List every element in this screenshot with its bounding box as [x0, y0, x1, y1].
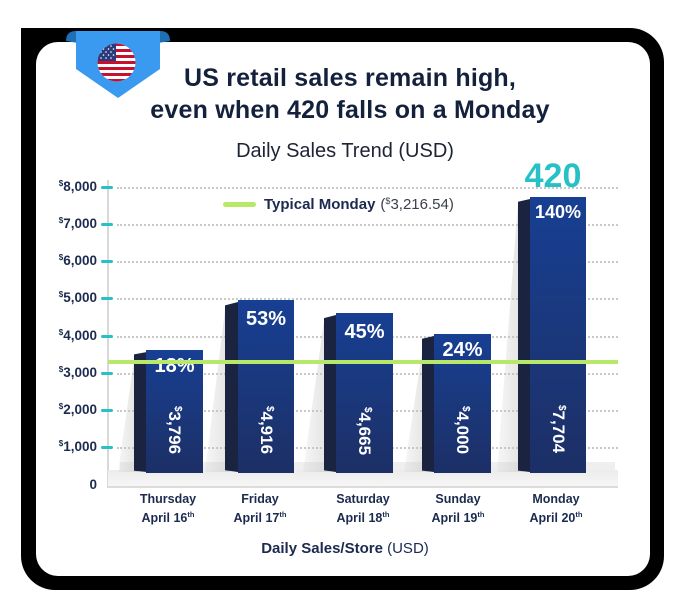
bar-side [324, 315, 336, 472]
y-tick-mark [101, 372, 113, 375]
us-flag-icon [97, 43, 136, 82]
bar-thursday[interactable]: 18% $3,796 [146, 350, 203, 473]
x-label-saturday: Saturday April 18th [336, 492, 390, 525]
bar-friday[interactable]: 53% $4,916 [238, 300, 294, 473]
y-tick-mark [101, 297, 113, 300]
y-tick-label: $7,000 [58, 216, 97, 231]
y-tick-mark [101, 223, 113, 226]
y-tick-label: 0 [89, 477, 97, 492]
gridline [117, 224, 618, 226]
typical-monday-reference-line [108, 360, 618, 364]
y-tick-label: $8,000 [58, 179, 97, 194]
y-tick-label: $3,000 [58, 365, 97, 380]
bar-pct-label: 140% [534, 202, 582, 222]
chart-title: Daily Sales Trend (USD) [236, 140, 454, 162]
bar-value-label: $4,000 [453, 405, 472, 455]
headline-line-1: US retail sales remain high, [183, 64, 517, 92]
y-axis-line [107, 180, 109, 488]
annotation-420: 420 [524, 157, 582, 195]
x-label-monday: Monday April 20th [529, 492, 583, 525]
headline: US retail sales remain high, even when 4… [110, 62, 590, 126]
bar-side [134, 352, 147, 472]
headline-line-2: even when 420 falls on a Monday [150, 96, 550, 124]
bar-side [225, 302, 238, 472]
y-tick-label: $1,000 [58, 439, 97, 454]
x-label-friday: Friday April 17th [233, 492, 287, 525]
y-tick-label: $4,000 [58, 328, 97, 343]
x-label-sunday: Sunday April 19th [431, 492, 485, 525]
y-tick-mark [101, 335, 113, 338]
legend-swatch-green-line [223, 202, 256, 207]
y-tick-mark [101, 260, 113, 263]
y-tick-label: $6,000 [58, 253, 97, 268]
y-tick-mark [101, 446, 113, 449]
bar-pct-label: 53% [245, 308, 287, 330]
gridline [117, 261, 618, 263]
bar-value-label: $4,665 [355, 406, 374, 456]
bar-pct-label: 24% [442, 339, 483, 361]
bar-sunday[interactable]: 24% $4,000 [434, 334, 491, 473]
bar-value-label: $4,916 [257, 405, 276, 455]
legend-label: Typical Monday [264, 196, 376, 213]
bar-saturday[interactable]: 45% $4,665 [336, 313, 393, 473]
bar-monday[interactable]: 140% $7,704 [530, 197, 586, 473]
chart-floor [108, 470, 618, 488]
y-tick-label: $2,000 [58, 402, 97, 417]
bar-side [422, 336, 434, 472]
x-label-thursday: Thursday April 16th [139, 492, 197, 525]
bar-pct-label: 45% [344, 321, 385, 343]
x-axis-title: Daily Sales/Store (USD) [261, 540, 429, 557]
y-tick-label: $5,000 [58, 290, 97, 305]
bar-side [518, 199, 530, 472]
bar-value-label: $7,704 [549, 404, 568, 454]
legend: Typical Monday ($3,216.54) [219, 196, 458, 213]
bar-value-label: $3,796 [165, 405, 184, 455]
gridline [117, 187, 618, 189]
y-tick-mark [101, 186, 113, 189]
bar-pct-label: 18% [154, 355, 195, 377]
y-tick-mark [101, 409, 113, 412]
gridline [117, 298, 618, 300]
legend-value: ($3,216.54) [380, 196, 454, 213]
